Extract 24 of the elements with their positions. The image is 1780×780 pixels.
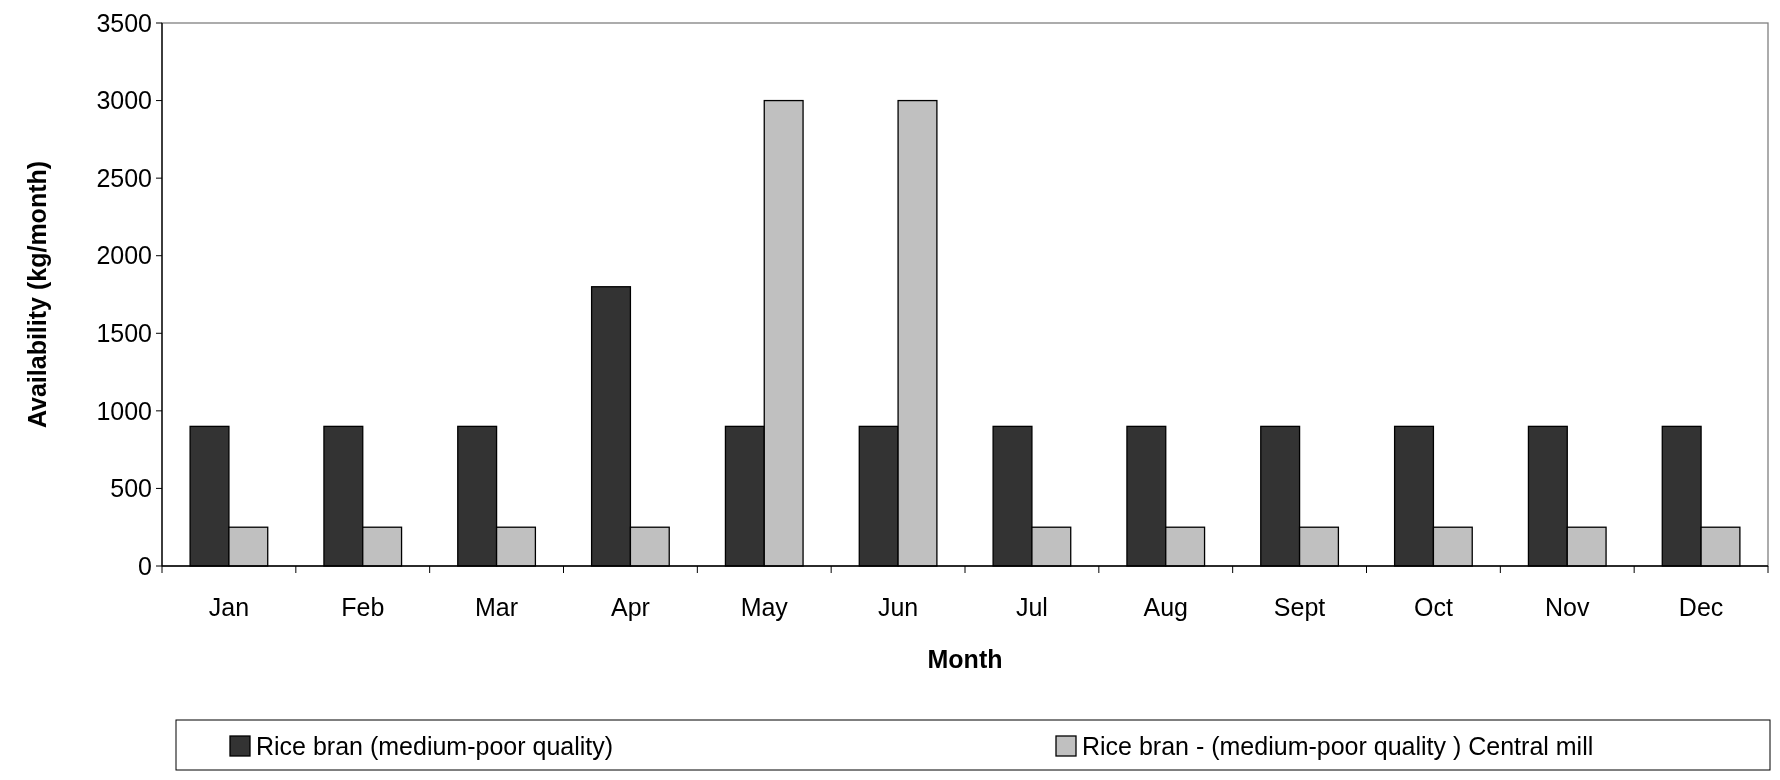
x-tick-label: Oct bbox=[1413, 593, 1453, 621]
x-tick-label: Nov bbox=[1545, 593, 1590, 621]
x-tick-label: Jan bbox=[208, 593, 250, 621]
legend-label: Rice bran (medium-poor quality) bbox=[256, 731, 614, 760]
y-tick-label: 1500 bbox=[96, 319, 152, 348]
y-tick-label: 0 bbox=[138, 551, 152, 580]
x-tick-label: Dec bbox=[1678, 593, 1724, 621]
x-tick-label: Sept bbox=[1273, 593, 1326, 621]
x-tick-label: Jun bbox=[877, 593, 919, 621]
y-tick-label: 2000 bbox=[96, 241, 152, 270]
y-tick-label: 3500 bbox=[96, 8, 152, 37]
y-tick-label: 3000 bbox=[96, 86, 152, 115]
legend-label: Rice bran - (medium-poor quality ) Central mill bbox=[1082, 731, 1594, 760]
y-axis-title: Availability (kg/month) bbox=[23, 160, 51, 429]
x-axis-title: Month bbox=[927, 645, 1003, 673]
x-tick-label: Mar bbox=[475, 593, 519, 621]
y-tick-label: 2500 bbox=[96, 163, 152, 192]
x-tick-label: Aug bbox=[1143, 593, 1188, 621]
x-tick-label: Jul bbox=[1015, 593, 1048, 621]
y-tick-label: 1000 bbox=[96, 396, 152, 425]
x-tick-label: May bbox=[740, 593, 789, 621]
y-tick-label: 500 bbox=[110, 474, 152, 503]
x-tick-label: Apr bbox=[610, 593, 650, 621]
x-tick-label: Feb bbox=[341, 593, 385, 621]
